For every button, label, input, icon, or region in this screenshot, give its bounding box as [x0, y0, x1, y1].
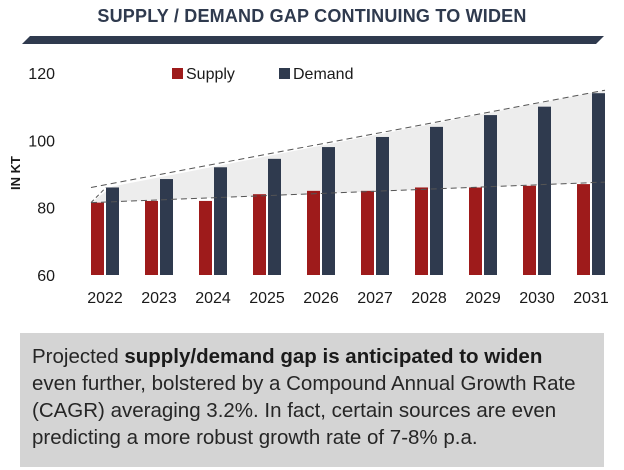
- demand-trend-line: [90, 89, 606, 188]
- bar-demand-2030: [538, 106, 551, 275]
- caption-rest: even further, bolstered by a Compound An…: [32, 372, 576, 449]
- bar-supply-2025: [253, 194, 266, 275]
- x-tick-2025: 2025: [249, 290, 285, 307]
- bar-supply-2023: [145, 200, 158, 275]
- x-tick-2028: 2028: [411, 290, 447, 307]
- y-tick-100: 100: [28, 133, 55, 150]
- legend-swatch-supply: [172, 68, 183, 79]
- bar-supply-2026: [307, 190, 320, 275]
- x-tick-2027: 2027: [357, 290, 393, 307]
- bar-supply-2028: [415, 187, 428, 275]
- y-tick-80: 80: [37, 201, 55, 218]
- bar-demand-2024: [214, 167, 227, 275]
- x-tick-2024: 2024: [195, 290, 231, 307]
- y-tick-120: 120: [28, 66, 55, 83]
- bar-supply-2031: [577, 184, 590, 275]
- x-tick-2030: 2030: [519, 290, 555, 307]
- title-underline: [22, 36, 604, 44]
- chart-title: SUPPLY / DEMAND GAP CONTINUING TO WIDEN: [97, 6, 527, 26]
- bar-demand-2022: [106, 187, 119, 275]
- supply-trend-line: [90, 181, 606, 204]
- legend-label-demand: Demand: [293, 66, 353, 83]
- x-tick-2023: 2023: [141, 290, 177, 307]
- y-tick-60: 60: [37, 268, 55, 285]
- x-tick-2022: 2022: [87, 290, 123, 307]
- caption-lead: Projected: [32, 345, 125, 368]
- bar-demand-2029: [484, 115, 497, 275]
- caption-box: Projected supply/demand gap is anticipat…: [20, 333, 604, 467]
- bar-demand-2028: [430, 126, 443, 275]
- x-tick-2031: 2031: [573, 290, 609, 307]
- bar-supply-2024: [199, 200, 212, 275]
- bar-demand-2023: [160, 179, 173, 275]
- caption-bold: supply/demand gap is anticipated to wide…: [124, 345, 543, 368]
- y-axis-label: IN KT: [8, 156, 23, 190]
- x-tick-2029: 2029: [465, 290, 501, 307]
- legend-swatch-demand: [279, 68, 290, 79]
- legend-label-supply: Supply: [186, 66, 235, 83]
- bar-demand-2025: [268, 158, 281, 275]
- bar-chart: 60 80 100 120 2022 2023 2024 2025 2026 2027 2028 2…: [8, 66, 609, 307]
- bar-supply-2029: [469, 187, 482, 275]
- bar-supply-2022: [91, 202, 104, 275]
- x-tick-2026: 2026: [303, 290, 339, 307]
- bar-supply-2027: [361, 190, 374, 275]
- bar-demand-2026: [322, 147, 335, 275]
- bar-demand-2031: [592, 93, 605, 275]
- legend: Supply Demand: [172, 66, 353, 83]
- band-left-edge: [90, 187, 107, 203]
- bar-demand-2027: [376, 136, 389, 275]
- bar-supply-2030: [523, 185, 536, 275]
